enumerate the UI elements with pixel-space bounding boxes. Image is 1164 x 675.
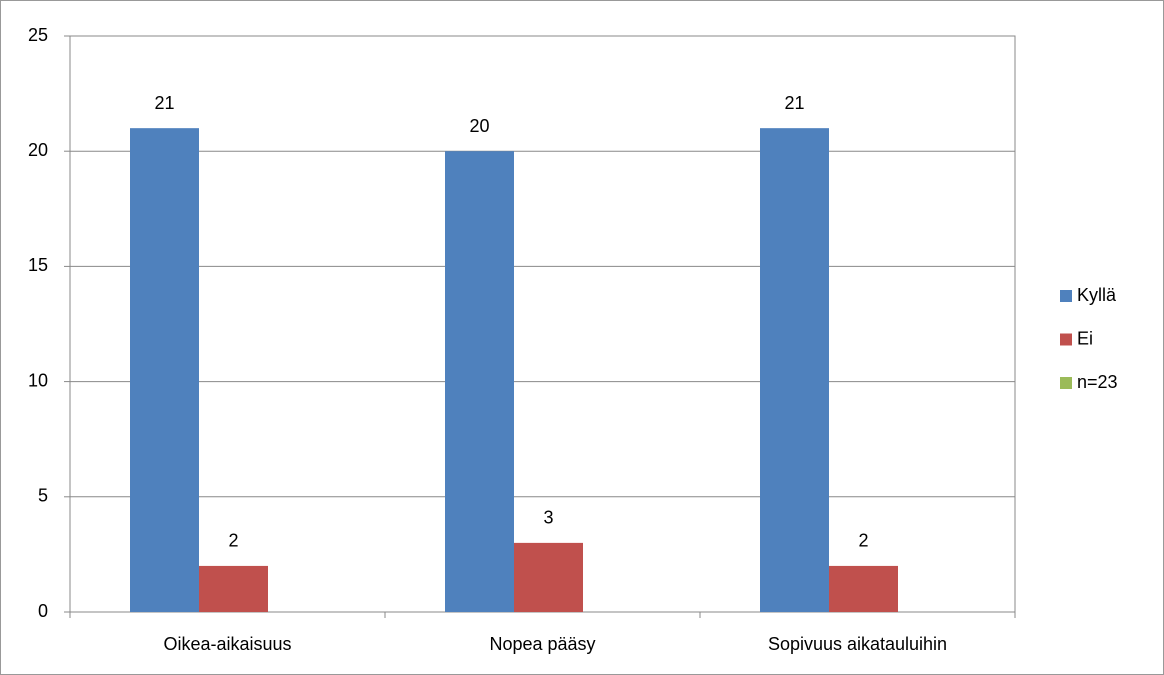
bar bbox=[199, 565, 268, 612]
data-label: 21 bbox=[154, 93, 174, 113]
legend-swatch bbox=[1060, 333, 1072, 346]
data-label: 2 bbox=[228, 531, 238, 551]
bar bbox=[760, 128, 829, 612]
bar bbox=[514, 542, 583, 612]
data-label: 21 bbox=[784, 93, 804, 113]
data-label: 20 bbox=[469, 116, 489, 136]
y-tick-label: 25 bbox=[28, 25, 48, 45]
data-label: 3 bbox=[543, 508, 553, 528]
legend-label: Ei bbox=[1077, 328, 1093, 348]
bar bbox=[130, 128, 199, 612]
y-tick-label: 10 bbox=[28, 370, 48, 390]
data-label: 2 bbox=[858, 531, 868, 551]
legend-label: Kyllä bbox=[1077, 285, 1117, 305]
x-tick-label: Oikea-aikaisuus bbox=[163, 634, 291, 654]
legend-label: n=23 bbox=[1077, 372, 1118, 392]
y-tick-label: 20 bbox=[28, 140, 48, 160]
y-tick-label: 5 bbox=[38, 486, 48, 506]
y-tick-label: 15 bbox=[28, 255, 48, 275]
x-tick-label: Nopea pääsy bbox=[489, 634, 595, 654]
y-tick-label: 0 bbox=[38, 601, 48, 621]
x-tick-label: Sopivuus aikatauluihin bbox=[768, 634, 947, 654]
bar bbox=[445, 151, 514, 612]
legend-swatch bbox=[1060, 290, 1072, 302]
bar bbox=[829, 565, 898, 612]
legend-swatch bbox=[1060, 377, 1072, 389]
